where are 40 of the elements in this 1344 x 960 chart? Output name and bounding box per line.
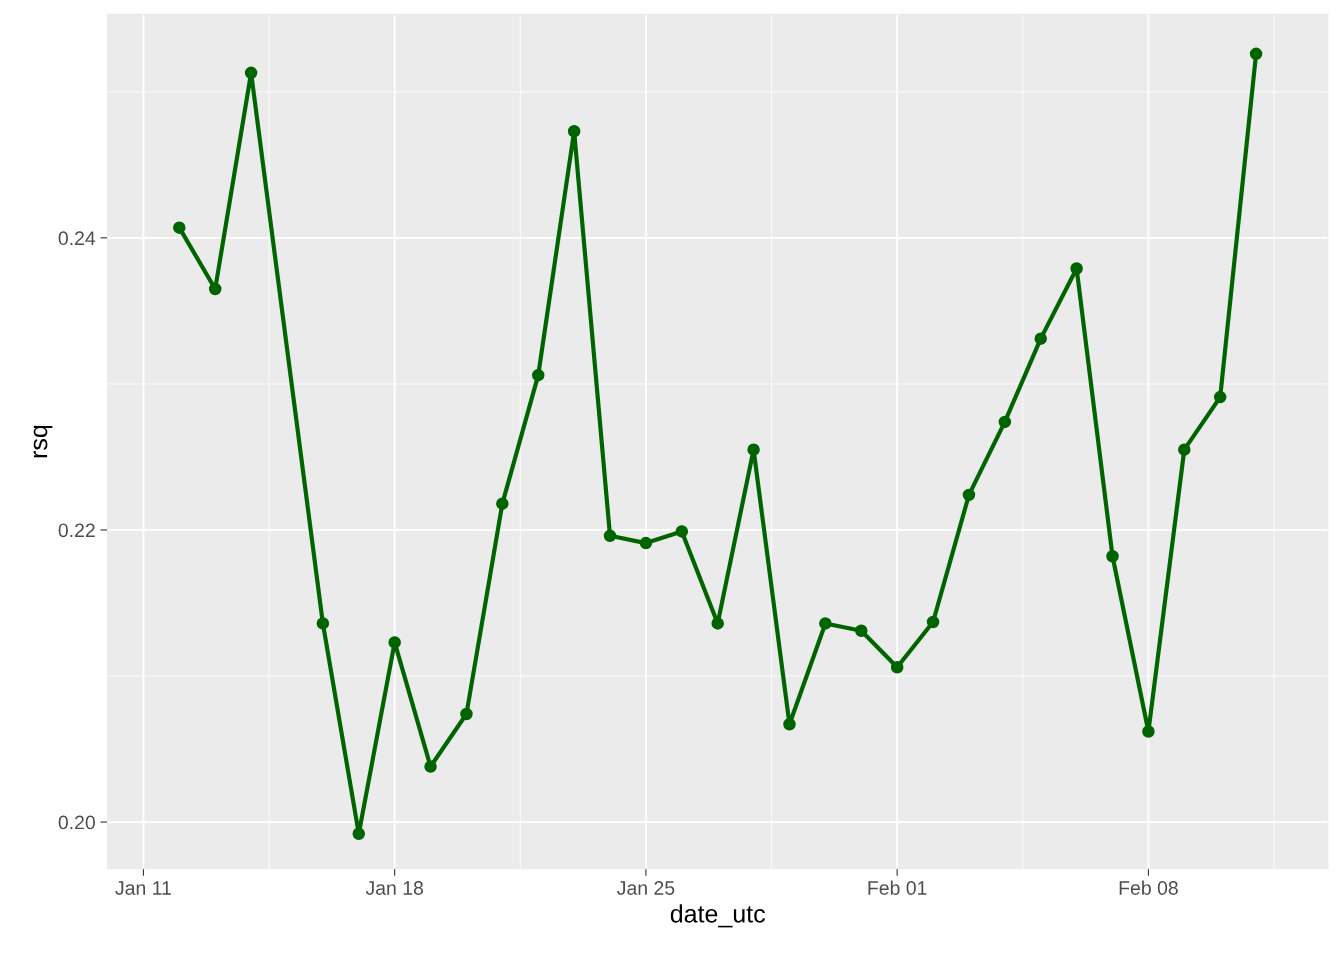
point [244,66,258,80]
point [316,617,330,630]
point [711,617,724,630]
point [962,488,976,502]
point [1178,443,1191,456]
point [926,615,940,629]
x-tick-label: Feb 08 [1119,880,1178,895]
point [424,760,437,773]
point [783,717,796,731]
point [1249,47,1263,61]
point [388,636,401,649]
x-tick-label: Feb 01 [868,880,927,895]
point [173,221,186,234]
point [1070,262,1083,275]
point [531,368,545,382]
x-axis-title: date_utc [670,904,765,928]
point [998,415,1012,429]
point [819,617,832,630]
x-tick-label: Jan 11 [115,881,171,895]
x-tick-label: Jan 25 [617,881,675,895]
point [603,529,617,543]
point [1106,549,1119,563]
point [747,443,760,456]
point [890,660,904,674]
y-tick-label: 0.20 [58,815,95,830]
point [352,827,366,840]
point [460,707,473,721]
x-tick-label: Jan 18 [365,881,424,895]
point [675,525,689,538]
point [855,624,868,637]
y-tick-label: 0.24 [58,231,96,246]
point [496,497,509,510]
y-axis-title: rsq [33,425,53,458]
point [567,124,581,138]
point [208,282,222,296]
point [639,536,653,550]
point [1213,390,1227,404]
point [1142,725,1155,738]
y-tick-label: 0.22 [58,523,95,538]
point [1034,332,1047,345]
